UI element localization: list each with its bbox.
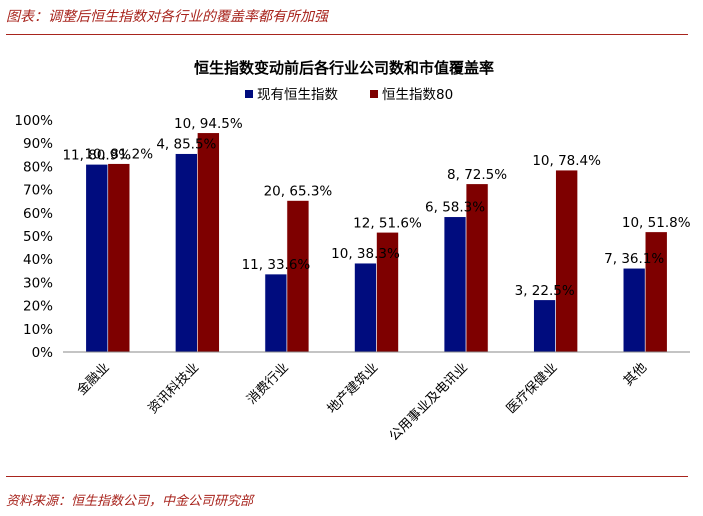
bar-chart: 恒生指数变动前后各行业公司数和市值覆盖率 现有恒生指数 恒生指数80 0% 10% 2… bbox=[14, 59, 690, 444]
data-label: 8, 72.5% bbox=[447, 167, 507, 183]
y-tick-label: 60% bbox=[23, 206, 53, 222]
bar bbox=[555, 169, 578, 353]
data-label: 6, 58.3% bbox=[425, 200, 485, 216]
data-label: 11, 33.6% bbox=[242, 257, 311, 273]
y-tick-label: 90% bbox=[23, 136, 53, 152]
legend-label: 恒生指数80 bbox=[382, 87, 453, 103]
y-tick-label: 0% bbox=[32, 345, 54, 361]
top-divider bbox=[6, 34, 688, 35]
bar bbox=[85, 164, 109, 353]
category-label: 消费行业 bbox=[244, 360, 291, 407]
y-tick-label: 50% bbox=[23, 229, 53, 245]
data-labels: 11, 80.9%10, 81.2%4, 85.5% 10, 94.5% 11, 3… bbox=[62, 116, 690, 299]
legend-swatch bbox=[370, 90, 378, 98]
category-label: 公用事业及电讯业 bbox=[387, 360, 471, 444]
bar bbox=[264, 273, 288, 353]
y-tick-label: 100% bbox=[14, 113, 53, 129]
category-label: 资讯科技业 bbox=[146, 360, 203, 417]
figure-caption: 图表：调整后恒生指数对各行业的覆盖率都有所加强 bbox=[6, 9, 328, 25]
bar bbox=[354, 262, 377, 353]
source-note: 资料来源：恒生指数公司，中金公司研究部 bbox=[6, 494, 254, 509]
legend-swatch bbox=[245, 90, 253, 98]
y-tick-label: 40% bbox=[23, 252, 53, 268]
category-label: 地产建筑业 bbox=[324, 360, 381, 417]
y-tick-label: 80% bbox=[23, 159, 53, 175]
y-tick-label: 70% bbox=[23, 183, 53, 199]
x-axis: 金融业 资讯科技业 消费行业 地产建筑业 公用事业及电讯业 医疗保健业 其他 bbox=[63, 351, 690, 444]
data-label: 10, 51.8% bbox=[622, 215, 691, 231]
y-axis: 0% 10% 20% 30% 40% 50% 60% 70% 80% 90% 100% bbox=[14, 113, 53, 361]
legend-label: 现有恒生指数 bbox=[257, 87, 338, 103]
y-tick-label: 30% bbox=[23, 275, 53, 291]
y-tick-label: 20% bbox=[23, 299, 53, 315]
bar bbox=[622, 267, 646, 353]
bar bbox=[644, 231, 668, 353]
bar bbox=[286, 200, 310, 353]
data-label: 20, 65.3% bbox=[264, 184, 333, 200]
data-label: 4, 85.5% bbox=[156, 137, 216, 153]
bottom-divider bbox=[6, 476, 688, 477]
category-label: 医疗保健业 bbox=[504, 360, 561, 417]
chart-title: 恒生指数变动前后各行业公司数和市值覆盖率 bbox=[194, 59, 494, 77]
data-label: 10, 94.5% bbox=[174, 116, 243, 132]
data-label: 11, 80.9% bbox=[62, 147, 131, 163]
data-label: 10, 38.3% bbox=[331, 246, 400, 262]
data-label: 12, 51.6% bbox=[353, 215, 422, 231]
bar bbox=[197, 132, 220, 353]
legend: 现有恒生指数 恒生指数80 bbox=[245, 87, 453, 103]
bar bbox=[443, 216, 467, 353]
category-label: 金融业 bbox=[74, 360, 113, 399]
data-label: 3, 22.5% bbox=[515, 283, 575, 299]
data-label: 7, 36.1% bbox=[604, 251, 664, 267]
bar bbox=[175, 153, 198, 353]
data-label: 10, 81.2% bbox=[84, 147, 153, 163]
data-label: 10, 78.4% bbox=[532, 153, 601, 169]
bar bbox=[107, 163, 131, 353]
bar bbox=[533, 299, 556, 353]
y-tick-label: 10% bbox=[23, 322, 53, 338]
category-label: 其他 bbox=[621, 360, 650, 389]
